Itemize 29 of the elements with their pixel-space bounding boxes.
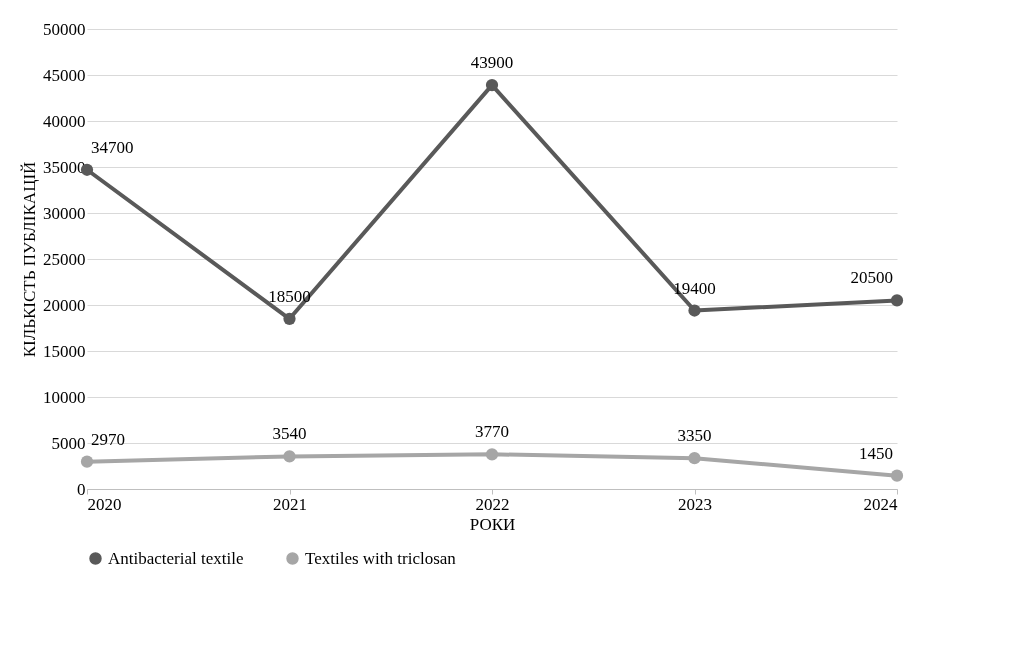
y-tick-label: 0 xyxy=(77,479,86,499)
x-tick-label: 2024 xyxy=(863,494,898,514)
y-tick-label: 10000 xyxy=(43,387,86,407)
y-tick-label: 30000 xyxy=(43,203,86,223)
y-tick-label: 45000 xyxy=(43,65,86,85)
y-axis-title: КІЛЬКІСТЬ ПУБЛІКАЦІЙ xyxy=(20,161,39,358)
legend-label: Antibacterial textile xyxy=(108,548,244,568)
x-tick-label: 2020 xyxy=(87,494,122,514)
data-label: 3350 xyxy=(677,426,712,446)
x-tick-label: 2021 xyxy=(273,494,307,514)
x-tick-label: 2023 xyxy=(678,494,712,514)
data-label: 3770 xyxy=(475,422,509,442)
data-label: 34700 xyxy=(91,137,134,157)
data-label: 19400 xyxy=(673,278,716,298)
legend-label: Textiles with triclosan xyxy=(305,548,457,568)
data-label: 18500 xyxy=(268,286,311,306)
data-label: 2970 xyxy=(91,429,125,449)
data-label: 20500 xyxy=(850,268,893,288)
x-tick-label: 2022 xyxy=(475,494,510,514)
y-tick-label: 50000 xyxy=(43,19,86,39)
data-label: 3540 xyxy=(272,424,307,444)
y-tick-label: 20000 xyxy=(43,295,86,315)
y-tick-label: 40000 xyxy=(43,111,86,131)
data-label: 1450 xyxy=(859,443,893,463)
data-label: 43900 xyxy=(470,53,514,73)
y-tick-label: 25000 xyxy=(43,249,86,269)
y-tick-label: 5000 xyxy=(51,433,86,453)
x-axis-title: РОКИ xyxy=(469,514,516,534)
y-tick-label: 15000 xyxy=(43,341,86,361)
